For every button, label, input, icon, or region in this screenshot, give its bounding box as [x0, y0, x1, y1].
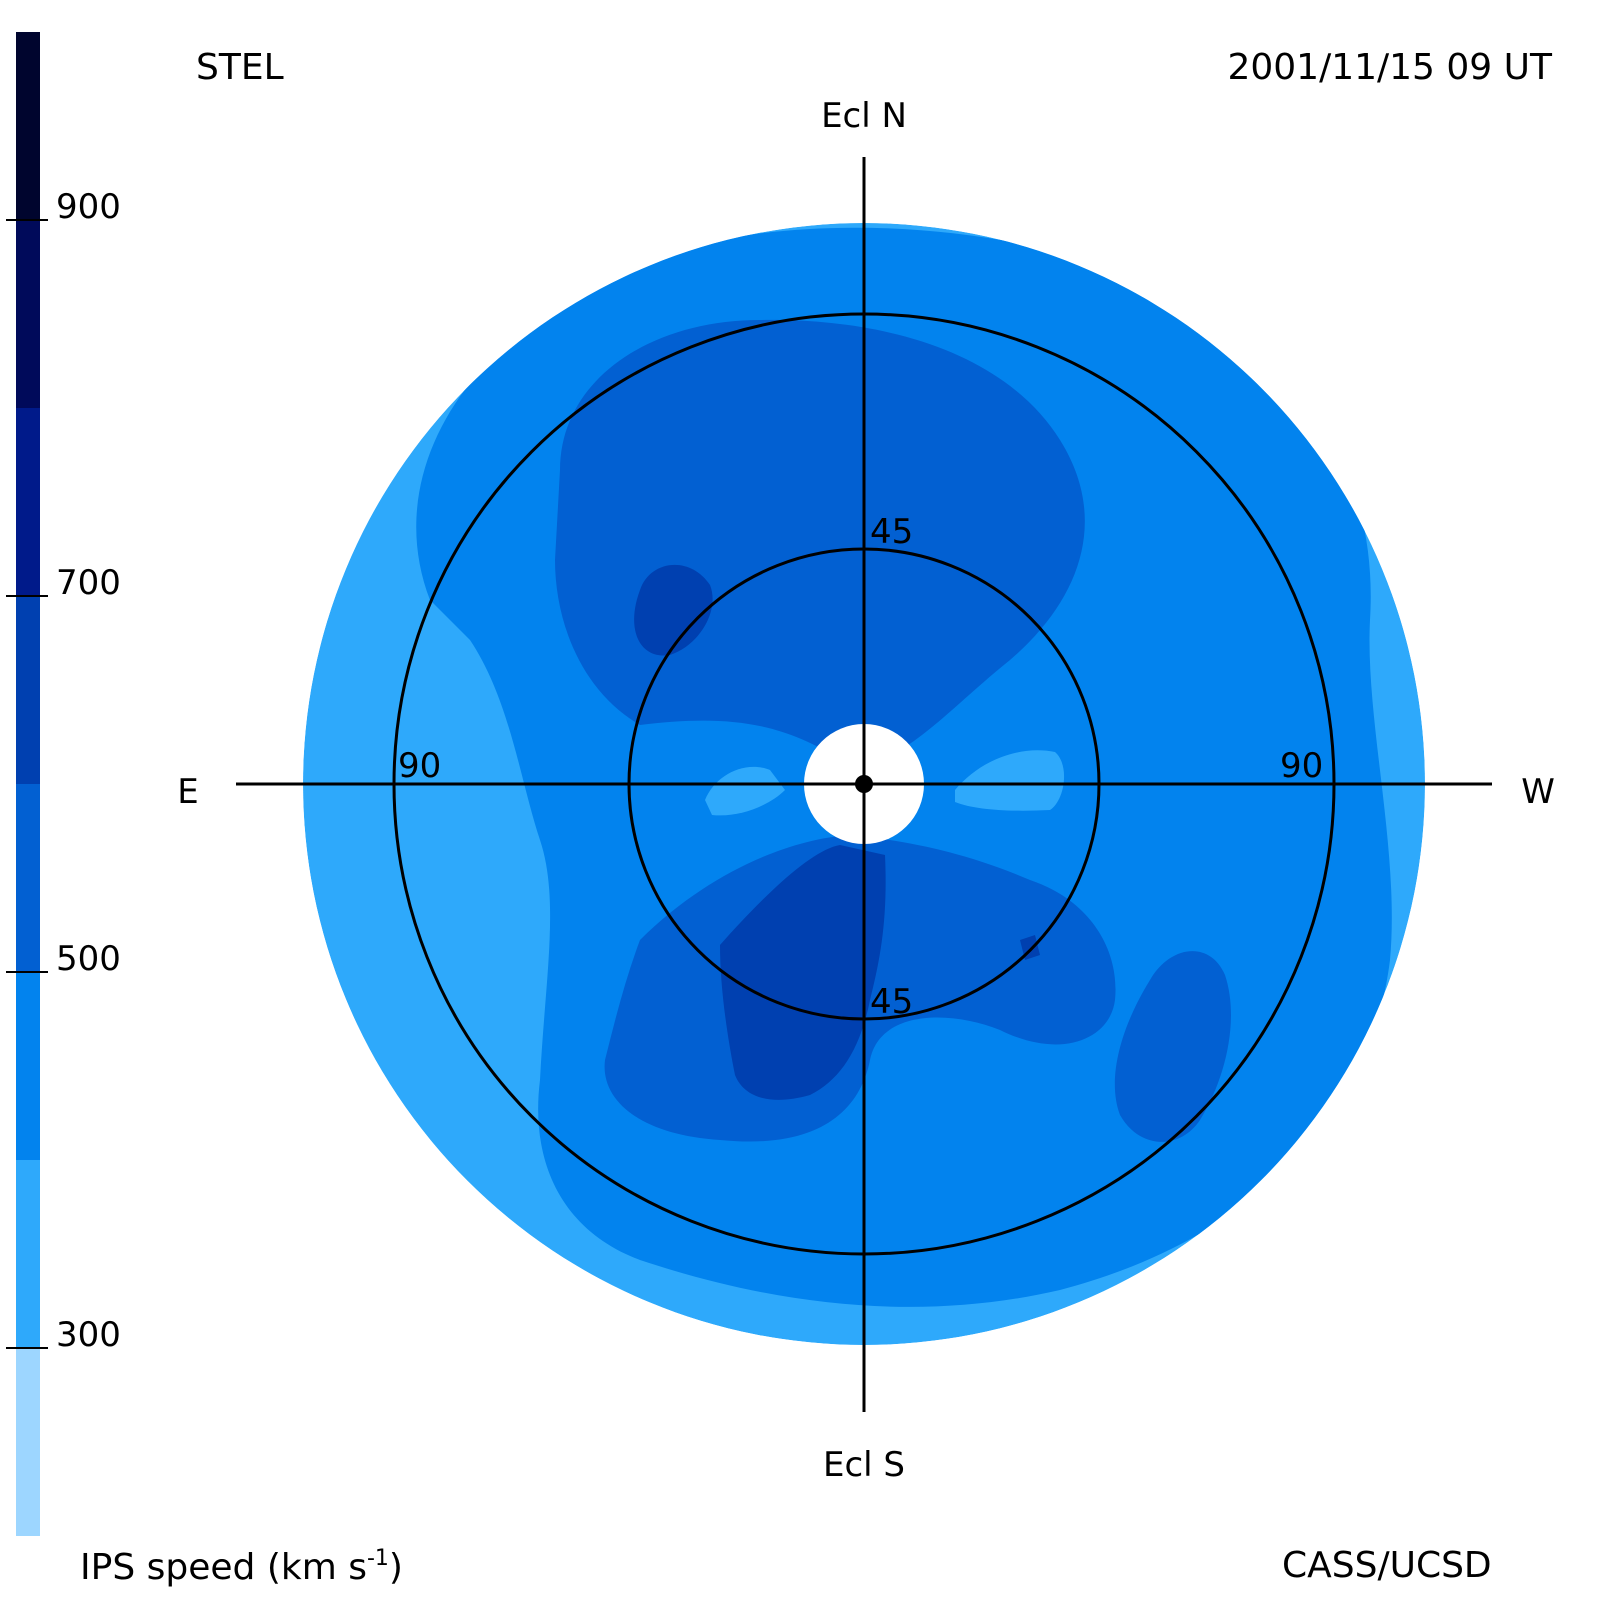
region-lower-core [720, 845, 886, 1100]
colorbar-tick-label: 500 [56, 939, 121, 979]
colorbar-title-close: ) [388, 1547, 403, 1588]
colorbar-band [16, 220, 40, 408]
colorbar-band [16, 32, 40, 220]
station-label: STEL [196, 47, 284, 88]
colorbar-title: IPS speed (km s-1) [80, 1548, 403, 1586]
ring-label-45-top: 45 [870, 512, 913, 552]
colorbar: 300 500 700 900 [6, 32, 121, 1536]
colorbar-tick-label: 700 [56, 563, 121, 603]
ring-label-90-left: 90 [398, 746, 441, 786]
region-near-sun-slow-west [955, 750, 1065, 811]
colorbar-band [16, 1160, 40, 1348]
ring-label-45-bottom: 45 [870, 982, 913, 1022]
region-upper-left-core [634, 564, 713, 656]
colorbar-band [16, 596, 40, 784]
direction-north: Ecl N [821, 96, 907, 136]
direction-west: W [1521, 772, 1555, 812]
ring-label-90-right: 90 [1280, 746, 1323, 786]
region-upper-fast-lobe [555, 319, 1085, 760]
colorbar-title-text: IPS speed (km s [80, 1547, 367, 1588]
colorbar-tick-label: 900 [56, 187, 121, 227]
direction-east: E [177, 772, 198, 812]
datetime-label: 2001/11/15 09 UT [1227, 47, 1552, 88]
colorbar-band [16, 1348, 40, 1536]
region-near-sun-slow-east [705, 766, 785, 816]
credit-label: CASS/UCSD [1282, 1545, 1492, 1586]
colorbar-band [16, 972, 40, 1160]
colorbar-title-exponent: -1 [366, 1546, 389, 1571]
colorbar-band [16, 784, 40, 972]
region-lower-right-fast-lobe [1114, 951, 1231, 1142]
direction-south: Ecl S [823, 1445, 905, 1485]
colorbar-band [16, 408, 40, 596]
colorbar-tick-label: 300 [56, 1315, 121, 1355]
